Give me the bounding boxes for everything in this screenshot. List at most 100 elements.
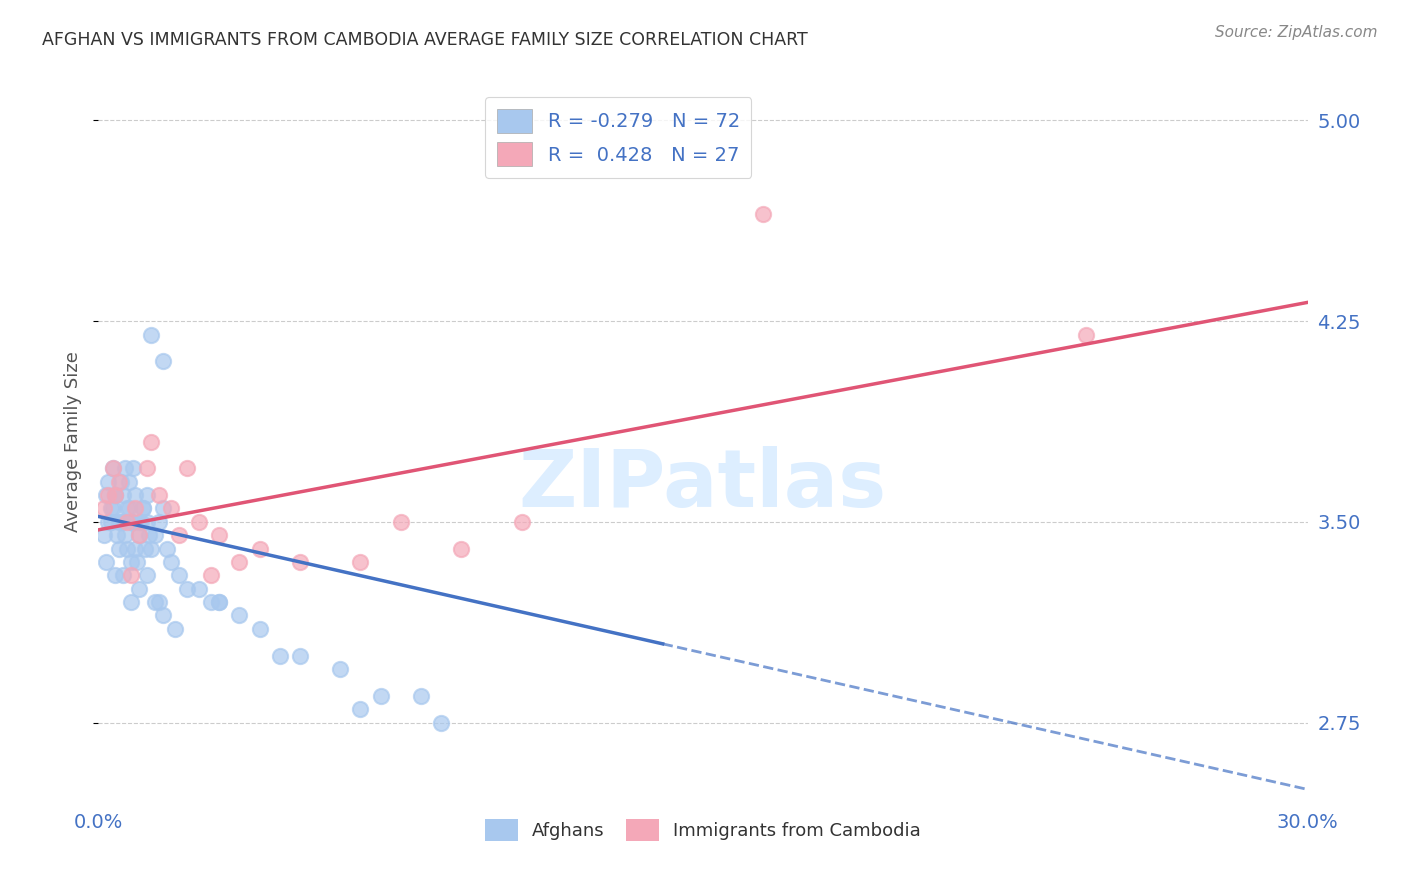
Point [114, 461, 136, 475]
Point [103, 488, 125, 502]
Point [143, 595, 166, 609]
Point [121, 461, 143, 475]
Point [107, 475, 129, 489]
Point [167, 528, 190, 542]
Point [160, 555, 183, 569]
Point [101, 501, 124, 516]
Point [128, 528, 150, 542]
Point [1074, 327, 1097, 342]
Point [152, 501, 174, 516]
Point [156, 541, 179, 556]
Point [103, 488, 125, 502]
Point [97, 515, 120, 529]
Point [111, 515, 134, 529]
Point [138, 528, 160, 542]
Point [97, 488, 120, 502]
Point [134, 541, 156, 556]
Point [111, 568, 134, 582]
Point [132, 501, 155, 516]
Point [93, 501, 115, 516]
Point [132, 501, 155, 516]
Point [96, 555, 118, 569]
Point [152, 608, 174, 623]
Point [135, 568, 157, 582]
Point [118, 501, 141, 516]
Point [135, 515, 157, 529]
Point [125, 555, 148, 569]
Point [101, 461, 124, 475]
Point [139, 327, 162, 342]
Point [389, 515, 412, 529]
Point [349, 702, 371, 716]
Point [107, 541, 129, 556]
Text: AFGHAN VS IMMIGRANTS FROM CAMBODIA AVERAGE FAMILY SIZE CORRELATION CHART: AFGHAN VS IMMIGRANTS FROM CAMBODIA AVERA… [42, 31, 808, 49]
Point [148, 515, 170, 529]
Point [129, 515, 152, 529]
Point [107, 515, 129, 529]
Point [288, 648, 311, 663]
Point [115, 541, 138, 556]
Point [249, 541, 271, 556]
Point [103, 568, 125, 582]
Point [139, 541, 162, 556]
Point [139, 434, 162, 449]
Point [176, 461, 198, 475]
Point [269, 648, 291, 663]
Point [110, 515, 132, 529]
Point [329, 662, 352, 676]
Point [118, 475, 141, 489]
Point [110, 475, 132, 489]
Point [349, 555, 371, 569]
Point [100, 501, 122, 516]
Point [101, 461, 124, 475]
Point [163, 622, 186, 636]
Point [120, 568, 142, 582]
Point [115, 501, 138, 516]
Point [188, 582, 211, 596]
Text: ZIPatlas: ZIPatlas [519, 446, 887, 524]
Point [148, 595, 170, 609]
Point [103, 488, 125, 502]
Text: Source: ZipAtlas.com: Source: ZipAtlas.com [1215, 25, 1378, 40]
Point [409, 689, 432, 703]
Point [510, 515, 533, 529]
Point [370, 689, 392, 703]
Point [200, 568, 222, 582]
Point [97, 475, 120, 489]
Y-axis label: Average Family Size: Average Family Size [65, 351, 83, 532]
Point [152, 354, 174, 368]
Point [93, 528, 115, 542]
Point [120, 515, 142, 529]
Point [114, 528, 136, 542]
Point [124, 488, 146, 502]
Point [128, 582, 150, 596]
Point [143, 528, 166, 542]
Point [128, 528, 150, 542]
Point [430, 715, 453, 730]
Point [208, 595, 231, 609]
Point [288, 555, 311, 569]
Point [200, 595, 222, 609]
Point [135, 461, 157, 475]
Point [96, 488, 118, 502]
Point [100, 515, 122, 529]
Point [228, 608, 250, 623]
Point [176, 582, 198, 596]
Point [124, 541, 146, 556]
Point [167, 568, 190, 582]
Point [249, 622, 271, 636]
Point [128, 515, 150, 529]
Point [148, 488, 170, 502]
Point [121, 515, 143, 529]
Point [208, 528, 231, 542]
Legend: Afghans, Immigrants from Cambodia: Afghans, Immigrants from Cambodia [478, 812, 928, 848]
Point [160, 501, 183, 516]
Point [111, 488, 134, 502]
Point [124, 501, 146, 516]
Point [228, 555, 250, 569]
Point [450, 541, 472, 556]
Point [120, 595, 142, 609]
Point [752, 207, 775, 221]
Point [135, 488, 157, 502]
Point [120, 555, 142, 569]
